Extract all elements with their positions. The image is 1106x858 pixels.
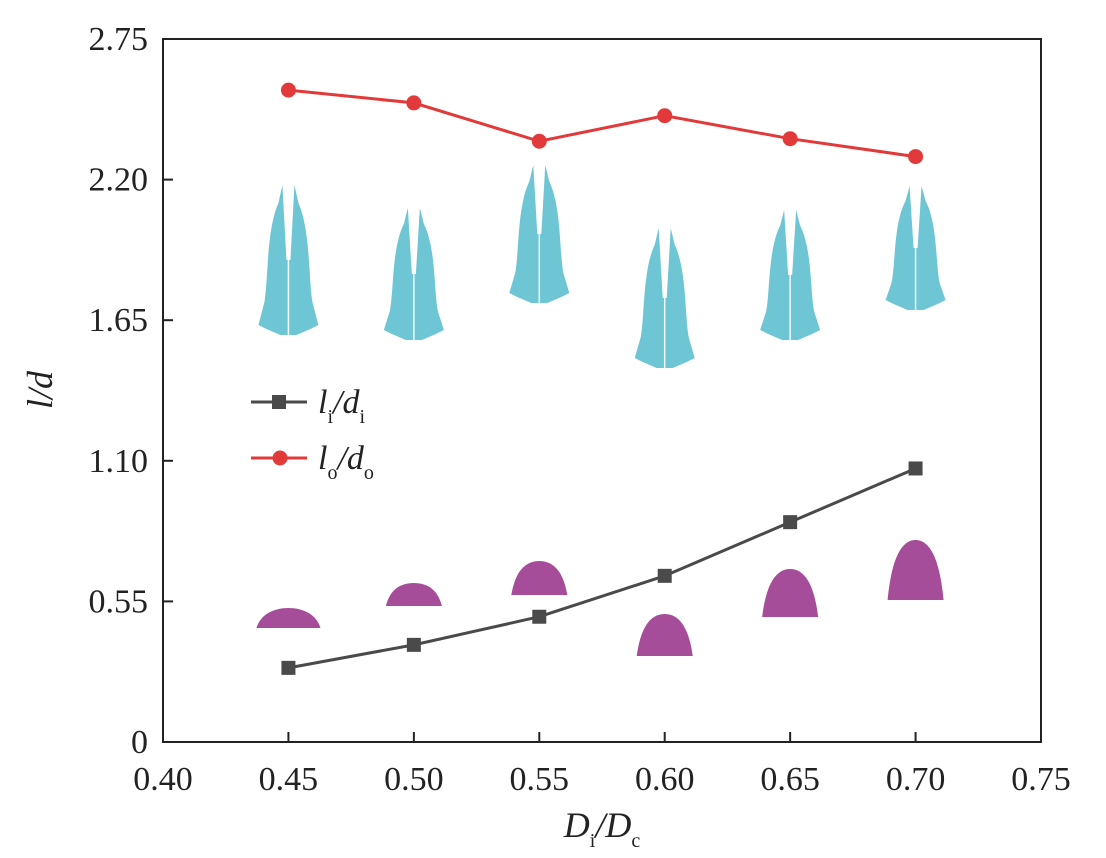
x-tick-label-1: 0.45: [259, 761, 319, 798]
series-1-point-2: [531, 133, 547, 149]
y-tick-label-4: 2.20: [89, 162, 149, 199]
x-tick-label-5: 0.65: [760, 761, 820, 798]
series-1-point-3: [657, 108, 673, 124]
x-tick-label-6: 0.70: [886, 761, 946, 798]
series-0-point-1: [406, 637, 421, 652]
series-0-line: [288, 467, 917, 670]
series-1-line: [288, 88, 916, 159]
series-0-point-4: [783, 515, 798, 530]
outer-jet-shapes: [258, 165, 946, 368]
y-tick-labels: 0 0.55 1.10 1.65 2.20 2.75: [89, 21, 149, 761]
x-tick-label-0: 0.40: [133, 761, 193, 798]
y-tick-label-2: 1.10: [89, 443, 149, 480]
series-0-point-2: [532, 609, 547, 624]
inner-jet-shape-1: [385, 583, 442, 606]
legend-label-1: lo​/do​: [318, 440, 374, 484]
tick-marks: [162, 38, 1042, 743]
inner-jet-shape-0: [256, 608, 321, 628]
y-tick-label-0: 0: [131, 724, 148, 761]
x-tick-labels: 0.40 0.45 0.50 0.55 0.60 0.65 0.70 0.75: [133, 761, 1071, 798]
series-0-point-0: [281, 660, 296, 675]
series-1-point-5: [908, 149, 924, 165]
series-0-point-5: [908, 461, 923, 476]
inner-jet-shape-2: [511, 561, 568, 595]
x-tick-label-7: 0.75: [1011, 761, 1071, 798]
series-0-point-3: [657, 568, 672, 583]
y-tick-label-3: 1.65: [89, 302, 149, 339]
y-axis-label: l/d: [20, 370, 60, 409]
legend-label-0: li​/di​: [318, 384, 365, 428]
x-tick-label-2: 0.50: [384, 761, 444, 798]
inner-jet-shape-3: [636, 614, 693, 656]
legend-marker-1: [272, 450, 288, 466]
series-layer: [280, 82, 924, 675]
series-1-point-1: [406, 95, 422, 111]
x-tick-label-4: 0.60: [635, 761, 695, 798]
inner-jet-shape-4: [762, 569, 819, 617]
series-1-point-4: [782, 131, 798, 147]
x-axis-label: Di​/Dc​: [563, 805, 641, 852]
x-tick-label-3: 0.55: [510, 761, 570, 798]
y-tick-label-1: 0.55: [89, 583, 149, 620]
y-tick-label-5: 2.75: [89, 21, 149, 58]
legend-marker-0: [272, 395, 286, 409]
inner-jet-shapes: [256, 540, 944, 656]
inner-jet-shape-5: [887, 540, 944, 600]
plot-frame: [162, 38, 1042, 743]
legend: li​/di​ lo​/do​: [251, 384, 374, 484]
series-1-point-0: [280, 82, 296, 98]
